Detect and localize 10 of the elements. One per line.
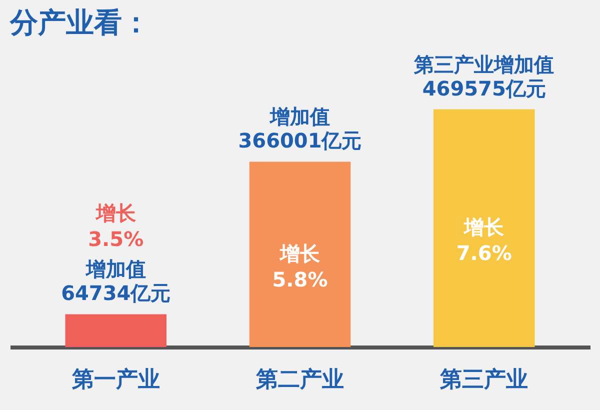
data-label: 第三产业增加值 469575亿元: [413, 52, 554, 100]
x-tick-label: 第一产业: [70, 366, 160, 392]
data-label: 增加值 64734亿元: [61, 257, 171, 306]
annotation: 增长 7.6%: [456, 215, 512, 266]
data-label: 增加值 366001亿元: [238, 104, 362, 153]
x-tick-label: 第二产业: [255, 366, 344, 392]
annotation: 增长 3.5%: [88, 201, 144, 252]
chart-title: 分产业看：: [9, 6, 150, 39]
x-tick-label: 第三产业: [439, 366, 528, 392]
annotation: 增长 5.8%: [272, 241, 328, 292]
